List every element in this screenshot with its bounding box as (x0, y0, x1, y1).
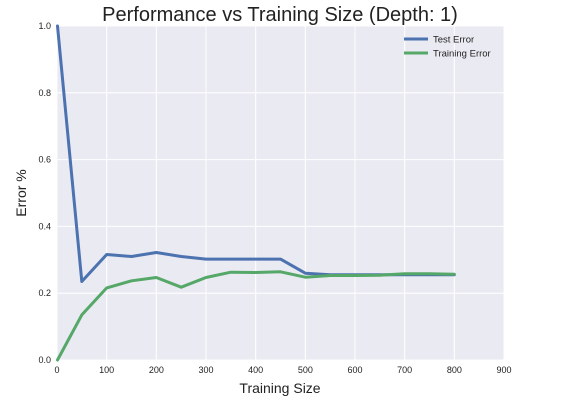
x-axis-label: Training Size (239, 380, 320, 396)
series-line-training-error (56, 270, 456, 362)
y-axis-label: Error % (13, 169, 29, 216)
x-tick-label: 800 (447, 365, 462, 375)
x-tick-label: 500 (298, 365, 313, 375)
legend-entry-test-error: Test Error (433, 35, 474, 46)
y-tick-label: 0.8 (38, 88, 51, 98)
x-tick-labels: 0 100 200 300 400 500 600 700 800 900 (54, 365, 511, 375)
grid (56, 25, 505, 361)
y-tick-labels: 0.0 0.2 0.4 0.6 0.8 1.0 (38, 21, 51, 365)
x-tick-label: 200 (149, 365, 164, 375)
y-tick-label: 1.0 (38, 21, 51, 31)
x-tick-label: 600 (347, 365, 362, 375)
legend: Test Error Training Error (404, 35, 491, 60)
chart-title: Performance vs Training Size (Depth: 1) (102, 4, 458, 26)
x-tick-label: 900 (496, 365, 511, 375)
x-tick-label: 0 (54, 365, 59, 375)
series-lines (56, 24, 456, 362)
y-tick-label: 0.2 (38, 288, 51, 298)
x-tick-label: 100 (99, 365, 114, 375)
legend-entry-training-error: Training Error (433, 49, 491, 60)
y-tick-label: 0.4 (38, 221, 51, 231)
y-tick-label: 0.6 (38, 155, 51, 165)
x-tick-label: 300 (198, 365, 213, 375)
x-tick-label: 700 (397, 365, 412, 375)
y-tick-label: 0.0 (38, 355, 51, 365)
plot-area (57, 26, 504, 360)
x-tick-label: 400 (248, 365, 263, 375)
